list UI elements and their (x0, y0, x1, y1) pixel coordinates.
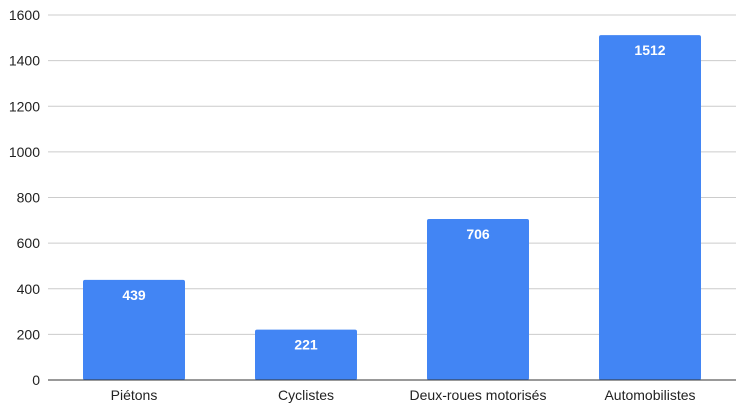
bar (255, 329, 357, 380)
bar (599, 35, 701, 380)
y-tick-label: 0 (32, 372, 40, 388)
y-tick-label: 1600 (9, 7, 40, 23)
x-category-label: Deux-roues motorisés (410, 387, 547, 403)
y-tick-label: 1000 (9, 144, 40, 160)
x-category-label: Automobilistes (604, 387, 695, 403)
data-label: 221 (294, 337, 318, 353)
data-label: 706 (466, 226, 490, 242)
data-label: 439 (122, 287, 146, 303)
y-tick-label: 800 (17, 190, 41, 206)
x-axis-categories: Piétons Cyclistes Deux-roues motorisés Auto… (111, 387, 696, 403)
bar (83, 279, 185, 380)
y-axis-ticks: 0 200 400 600 800 1000 1200 1400 1600 (9, 7, 40, 388)
y-tick-label: 1200 (9, 98, 40, 114)
data-label: 1512 (634, 42, 665, 58)
bars (83, 35, 701, 380)
y-tick-label: 600 (17, 235, 41, 251)
bar (427, 218, 529, 380)
y-tick-label: 400 (17, 281, 41, 297)
y-tick-label: 200 (17, 326, 41, 342)
data-labels: 439 221 706 1512 (122, 42, 665, 353)
y-tick-label: 1400 (9, 53, 40, 69)
x-category-label: Cyclistes (278, 387, 334, 403)
x-category-label: Piétons (111, 387, 158, 403)
